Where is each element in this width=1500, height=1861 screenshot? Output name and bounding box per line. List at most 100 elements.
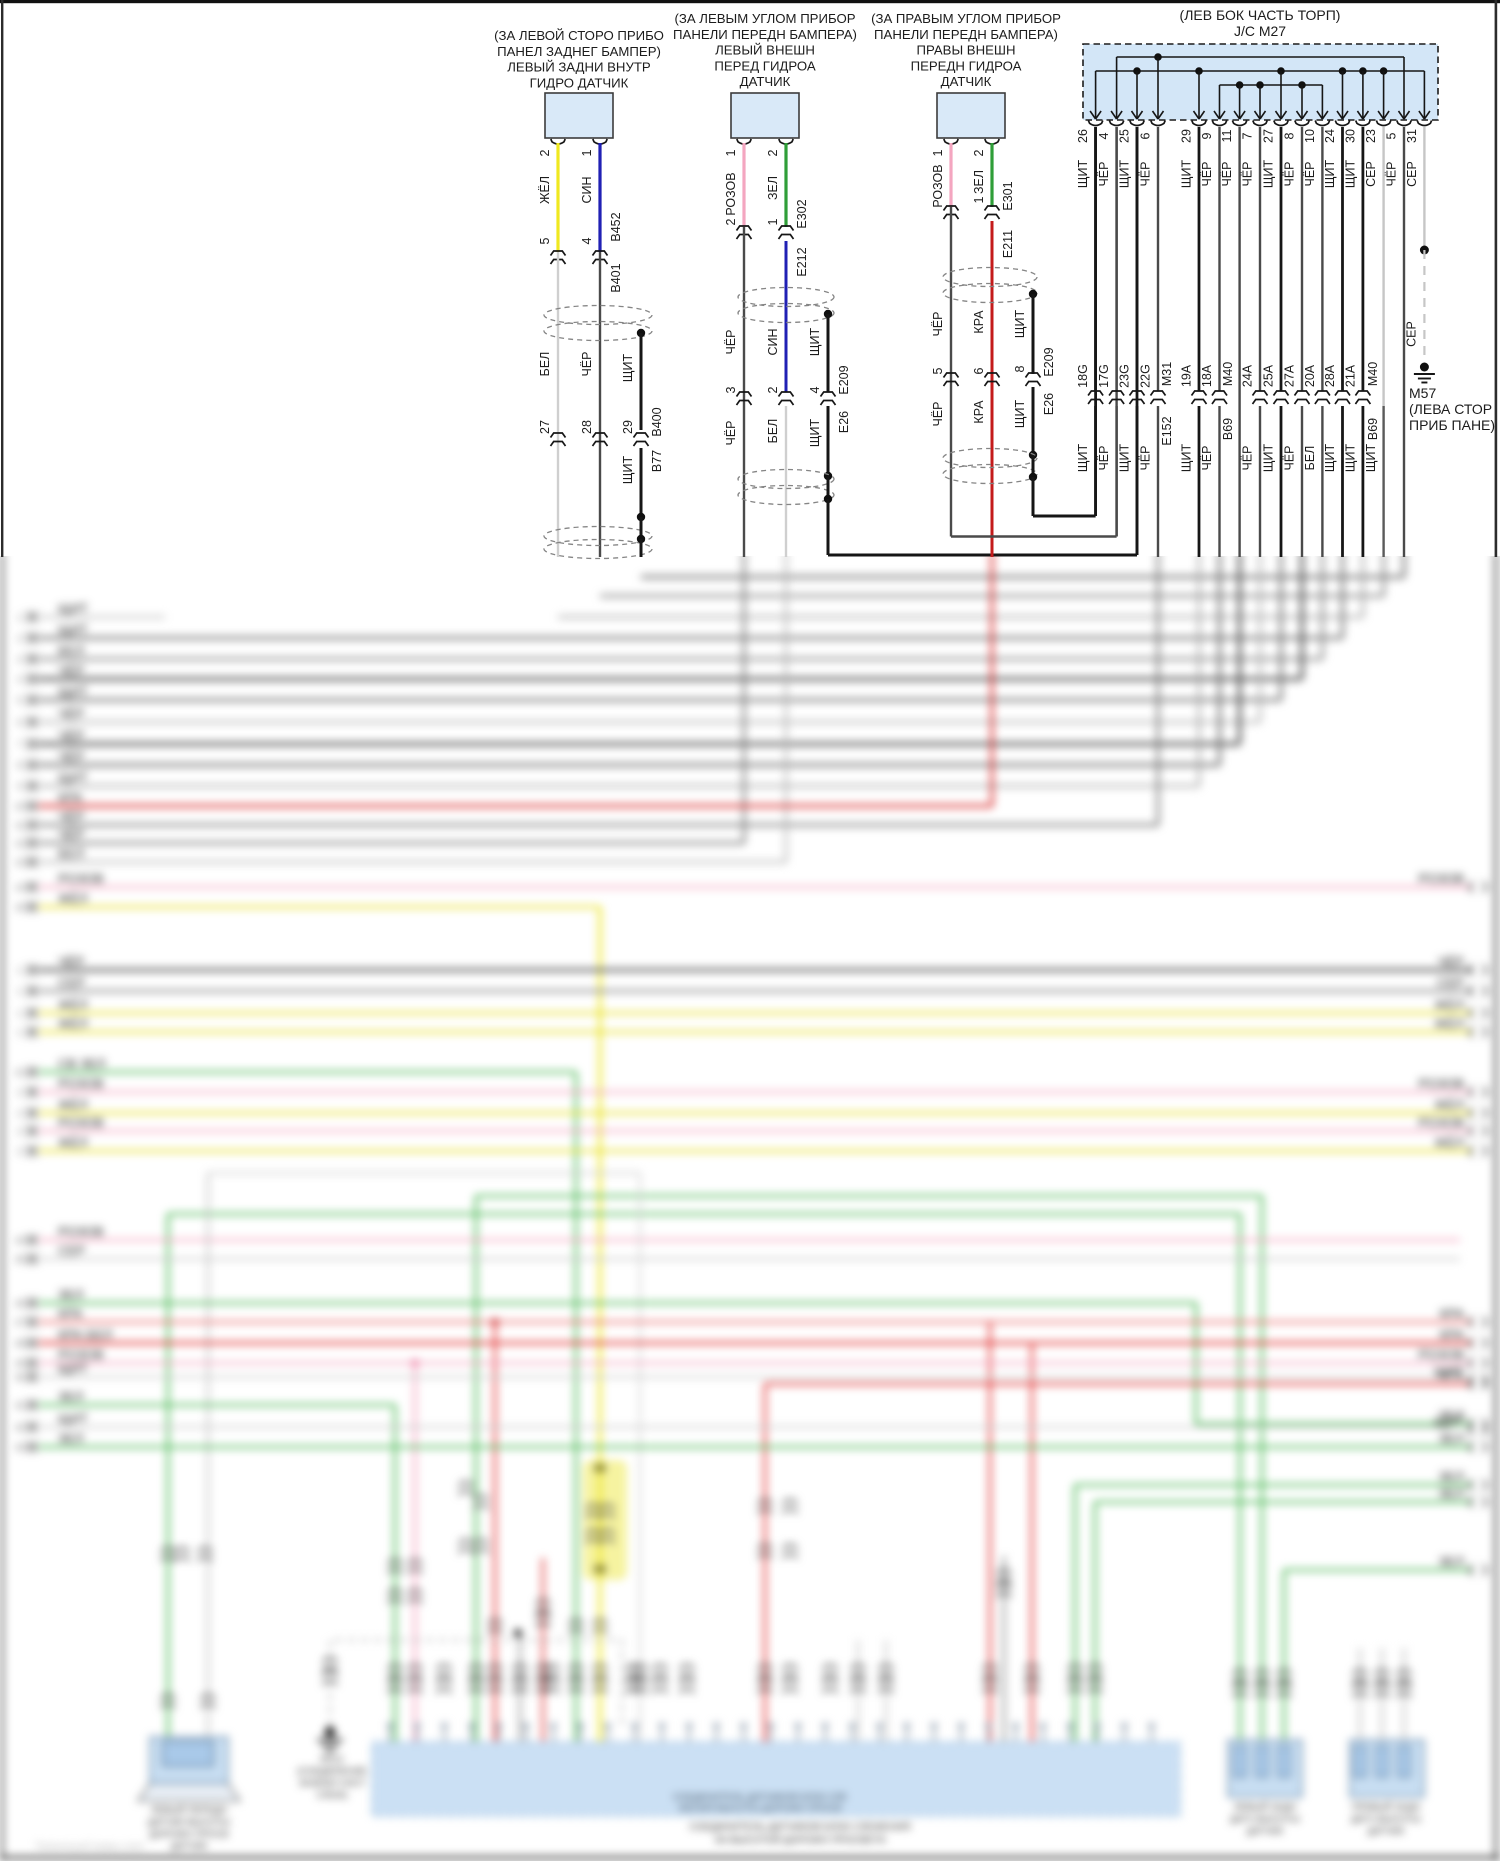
svg-text:2: 2 xyxy=(17,1109,22,1119)
svg-text:4: 4 xyxy=(580,237,594,244)
svg-text:1: 1 xyxy=(580,149,594,156)
svg-text:24: 24 xyxy=(1323,129,1337,143)
svg-text:2: 2 xyxy=(17,1088,22,1098)
svg-text:1: 1 xyxy=(17,613,22,623)
svg-text:6: 6 xyxy=(972,367,986,374)
svg-text:СЕР: СЕР xyxy=(58,1243,85,1258)
svg-text:18A: 18A xyxy=(1200,364,1214,387)
svg-text:СИН: СИН xyxy=(766,328,780,355)
svg-text:M112: M112 xyxy=(320,1754,343,1765)
svg-text:22G: 22G xyxy=(1139,364,1153,388)
svg-text:КРА: КРА xyxy=(1440,1327,1465,1342)
svg-text:ЛЕВЫЙ ПЕРЕДН: ЛЕВЫЙ ПЕРЕДН xyxy=(151,1804,227,1816)
svg-text:ЩИТ: ЩИТ xyxy=(1364,443,1378,472)
svg-text:ЗЕЛ: ЗЕЛ xyxy=(58,1287,83,1302)
svg-text:9: 9 xyxy=(17,782,22,792)
svg-text:ЩИТ: ЩИТ xyxy=(1118,159,1132,188)
svg-text:ЖЁЛ: ЖЁЛ xyxy=(1434,1097,1464,1112)
svg-text:5: 5 xyxy=(538,237,552,244)
svg-text:ЧЁР: ЧЁР xyxy=(1220,161,1234,186)
svg-text:ЩИТ: ЩИТ xyxy=(58,601,88,616)
svg-text:ЩИТ: ЩИТ xyxy=(808,327,822,356)
svg-text:27: 27 xyxy=(1262,129,1276,143)
svg-text:ЧЁР: ЧЁР xyxy=(1303,161,1317,186)
svg-text:ЧЁР: ЧЁР xyxy=(58,749,85,764)
svg-text:B69: B69 xyxy=(1221,418,1235,440)
svg-text:ЩИТ: ЩИТ xyxy=(1343,159,1357,188)
svg-text:28: 28 xyxy=(580,420,594,434)
svg-text:1: 1 xyxy=(17,1028,22,1038)
svg-text:4: 4 xyxy=(1097,132,1111,139)
svg-text:29: 29 xyxy=(621,420,635,434)
svg-text:24: 24 xyxy=(15,1236,25,1246)
svg-text:ЩИТ: ЩИТ xyxy=(1343,443,1357,472)
svg-text:4: 4 xyxy=(808,386,822,393)
svg-text:СЕР: СЕР xyxy=(1405,161,1419,187)
svg-text:СЕР: СЕР xyxy=(1364,161,1378,187)
svg-text:ЧЁР: ЧЁР xyxy=(1097,445,1111,470)
svg-text:ЧЁР: ЧЁР xyxy=(58,809,85,824)
svg-text:ЗЕЛ: ЗЕЛ xyxy=(766,176,780,200)
svg-text:26: 26 xyxy=(1076,129,1090,143)
svg-text:23G: 23G xyxy=(1118,364,1132,388)
svg-text:РОЗОВ: РОЗОВ xyxy=(58,871,104,886)
svg-text:27A: 27A xyxy=(1283,364,1297,387)
svg-text:10: 10 xyxy=(15,802,25,812)
svg-text:(ЗА ЛЕВЫМ УГЛОМ ПРИБОР: (ЗА ЛЕВЫМ УГЛОМ ПРИБОР xyxy=(674,11,855,26)
svg-text:КРА: КРА xyxy=(972,400,986,424)
svg-text:28: 28 xyxy=(15,1339,25,1349)
svg-text:ПАНЕЛИ ПЕРЕДН БАМПЕРА): ПАНЕЛИ ПЕРЕДН БАМПЕРА) xyxy=(673,27,857,42)
svg-text:ЖЕНИЯ ВЫСОТЫ ДОРОЖН ПРОСВ: ЖЕНИЯ ВЫСОТЫ ДОРОЖН ПРОСВ xyxy=(679,1803,842,1814)
svg-text:ЗЕЛ: ЗЕЛ xyxy=(1439,1431,1464,1446)
svg-text:ЧЁР: ЧЁР xyxy=(1200,445,1214,470)
svg-text:11: 11 xyxy=(1220,129,1234,142)
svg-text:(ЛЕВА СТОР: (ЛЕВА СТОР xyxy=(1409,401,1492,417)
svg-text:РОЗОВ: РОЗОВ xyxy=(58,1224,104,1239)
svg-text:СЕР: СЕР xyxy=(1404,321,1418,347)
svg-text:ЧЁР: ЧЁР xyxy=(58,663,85,678)
svg-text:РОЗОВ: РОЗОВ xyxy=(58,1076,104,1091)
svg-text:ПАНЕЛИ ПЕРЕДН БАМПЕРА): ПАНЕЛИ ПЕРЕДН БАМПЕРА) xyxy=(874,27,1058,42)
svg-text:11: 11 xyxy=(15,821,24,831)
svg-text:1: 1 xyxy=(766,218,780,225)
svg-text:17G: 17G xyxy=(1097,364,1111,388)
svg-text:8: 8 xyxy=(17,761,22,771)
svg-text:E302: E302 xyxy=(795,199,809,228)
svg-text:25: 25 xyxy=(15,1255,25,1265)
svg-text:2: 2 xyxy=(17,1127,22,1137)
svg-text:ЖЁЛ: ЖЁЛ xyxy=(58,1097,88,1112)
svg-text:ЩИТ: ЩИТ xyxy=(621,353,635,382)
svg-text:32: 32 xyxy=(15,1423,25,1433)
svg-text:ЗА ВЫСОТОЙ ДОРОЖН ПРОСВЕТА: ЗА ВЫСОТОЙ ДОРОЖН ПРОСВЕТА xyxy=(714,1833,886,1846)
svg-text:(ЗА ЛЕВОЙ СТОРО ПРИБО: (ЗА ЛЕВОЙ СТОРО ПРИБО xyxy=(494,28,664,43)
svg-text:ЩИТ: ЩИТ xyxy=(1323,443,1337,472)
svg-text:ЧЁР: ЧЁР xyxy=(58,706,85,721)
svg-text:ЗЕЛ: ЗЕЛ xyxy=(58,1389,83,1404)
svg-text:E209: E209 xyxy=(1042,347,1056,376)
svg-text:ЧЁР: ЧЁР xyxy=(724,420,738,445)
svg-text:ЩИТ: ЩИТ xyxy=(1013,309,1027,338)
svg-text:СЕР: СЕР xyxy=(58,975,85,990)
svg-text:B400: B400 xyxy=(650,407,664,436)
svg-text:ГИДРО ДАТЧИК: ГИДРО ДАТЧИК xyxy=(530,75,629,90)
svg-text:ДАТЧИК: ДАТЧИК xyxy=(1368,1826,1405,1837)
svg-text:M57: M57 xyxy=(1409,385,1436,401)
svg-text:РОЗОВ: РОЗОВ xyxy=(1418,871,1464,886)
svg-text:ЩИТ: ЩИТ xyxy=(1076,443,1090,472)
svg-text:ЩИТ: ЩИТ xyxy=(808,418,822,447)
svg-text:2: 2 xyxy=(724,218,738,225)
svg-text:9: 9 xyxy=(1200,132,1214,139)
svg-text:БЕЛ: БЕЛ xyxy=(58,846,84,861)
svg-text:ЧЁР: ЧЁР xyxy=(1200,161,1214,186)
svg-text:23: 23 xyxy=(1364,129,1378,143)
svg-text:ЗАЗЕМЛ СИСТ: ЗАЗЕМЛ СИСТ xyxy=(299,1778,366,1789)
svg-text:5: 5 xyxy=(931,367,945,374)
svg-text:ЖЁЛ: ЖЁЛ xyxy=(1434,1135,1464,1150)
svg-text:7: 7 xyxy=(1241,132,1255,139)
svg-text:ЧЁР: ЧЁР xyxy=(58,728,85,743)
svg-text:1: 1 xyxy=(17,987,22,997)
svg-text:ЖЁЛ: ЖЁЛ xyxy=(1434,1016,1464,1031)
svg-text:ЧЁР: ЧЁР xyxy=(58,827,85,842)
svg-text:ЧЁР: ЧЁР xyxy=(931,311,945,336)
svg-text:БЕЛ: БЕЛ xyxy=(1303,446,1317,471)
